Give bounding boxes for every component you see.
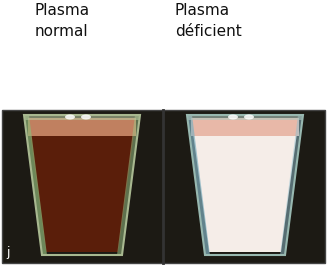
Polygon shape — [187, 115, 210, 255]
Ellipse shape — [244, 114, 254, 120]
Polygon shape — [187, 115, 303, 120]
Text: Plasma
déficient: Plasma déficient — [175, 3, 242, 39]
Ellipse shape — [65, 114, 75, 120]
Text: j: j — [6, 246, 9, 259]
Ellipse shape — [81, 114, 91, 120]
Polygon shape — [191, 118, 299, 136]
Ellipse shape — [228, 114, 238, 120]
Polygon shape — [191, 118, 299, 252]
Bar — [2, 110, 325, 263]
Polygon shape — [280, 115, 303, 255]
Polygon shape — [28, 118, 136, 252]
Text: Plasma
normal: Plasma normal — [35, 3, 90, 39]
Polygon shape — [117, 115, 140, 255]
Polygon shape — [28, 118, 136, 136]
Polygon shape — [24, 115, 47, 255]
Polygon shape — [24, 115, 140, 120]
